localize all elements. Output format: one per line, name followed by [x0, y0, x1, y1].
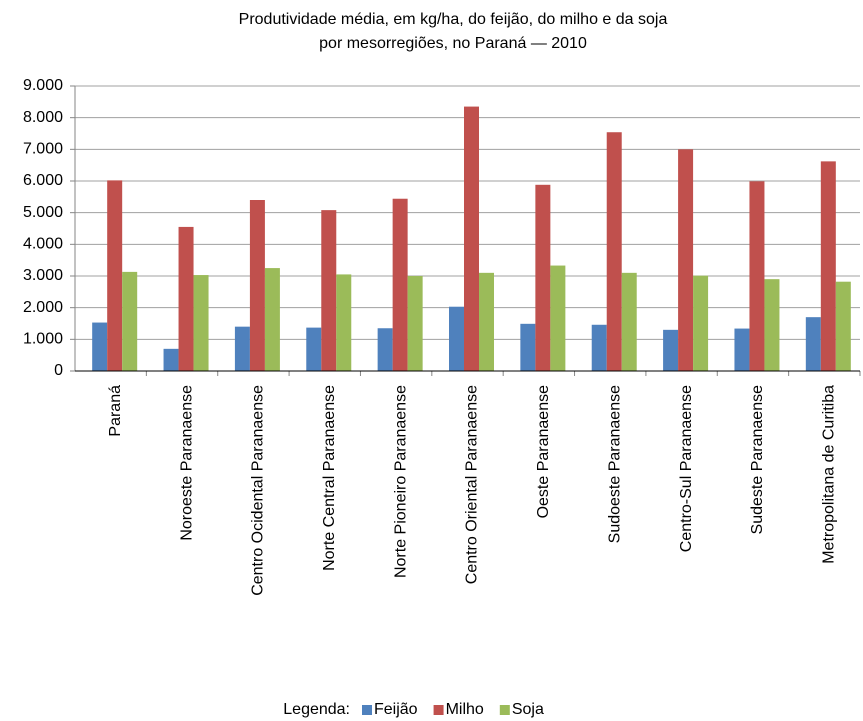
bar	[663, 329, 679, 371]
bar	[392, 198, 408, 371]
bar	[321, 210, 337, 371]
bar	[479, 272, 494, 371]
bar	[107, 180, 123, 371]
y-tick-label: 0	[54, 362, 63, 379]
y-tick-label: 7.000	[23, 141, 63, 158]
legend-swatch	[362, 705, 372, 715]
bar	[734, 328, 750, 371]
bar	[550, 265, 566, 371]
bar	[749, 181, 765, 371]
x-tick-label: Centro-Sul Paranaense	[678, 385, 695, 552]
bar	[336, 274, 352, 371]
legend-label: Soja	[512, 701, 544, 718]
x-tick-label: Oeste Paranaense	[535, 385, 552, 519]
x-tick-label: Centro Oriental Paranaense	[464, 385, 481, 584]
bar	[805, 317, 821, 371]
bar	[178, 226, 194, 371]
x-tick-label: Noroeste Paranaense	[178, 385, 195, 541]
legend-swatch	[499, 705, 510, 715]
bar	[249, 200, 265, 371]
y-tick-label: 6.000	[23, 172, 63, 189]
x-tick-label: Paraná	[107, 385, 124, 437]
bar	[764, 279, 780, 371]
bar	[606, 132, 622, 371]
y-tick-label: 2.000	[23, 299, 63, 316]
y-tick-label: 1.000	[23, 331, 63, 348]
bar	[820, 161, 836, 371]
bar	[163, 348, 179, 371]
y-tick-label: 8.000	[23, 109, 63, 126]
bar	[264, 268, 280, 371]
bar	[234, 326, 250, 371]
x-tick-label: Centro Ocidental Paranaense	[250, 385, 267, 596]
bar	[621, 272, 637, 371]
bar	[122, 271, 138, 371]
bar	[591, 324, 607, 371]
legend-label: Feijão	[374, 701, 418, 718]
bar	[678, 149, 694, 371]
x-tick-label: Metropolitana de Curitiba	[821, 385, 838, 564]
bar	[92, 322, 108, 371]
legend-title: Legenda:	[283, 701, 350, 718]
bar	[193, 275, 209, 371]
bar	[407, 276, 423, 371]
chart-title: Produtividade média, em kg/ha, do feijão…	[239, 11, 668, 28]
y-tick-label: 4.000	[23, 236, 63, 253]
bar	[835, 281, 851, 371]
bar	[693, 275, 709, 371]
x-tick-label: Sudeste Paranaense	[749, 385, 766, 535]
y-tick-label: 3.000	[23, 267, 63, 284]
bar	[520, 323, 536, 371]
bar	[449, 306, 464, 371]
bar	[306, 327, 322, 371]
y-tick-label: 9.000	[23, 77, 63, 94]
x-tick-label: Norte Pioneiro Paranaense	[392, 385, 409, 578]
legend-swatch	[433, 705, 444, 715]
bar	[535, 184, 551, 371]
x-tick-label: Norte Central Paranaense	[321, 385, 338, 571]
chart-subtitle: por mesorregiões, no Paraná — 2010	[319, 35, 587, 52]
bar	[377, 328, 393, 371]
y-tick-label: 5.000	[23, 204, 63, 221]
x-tick-label: Sudoeste Paranaense	[606, 385, 623, 543]
legend-label: Milho	[446, 701, 484, 718]
bar	[464, 106, 479, 371]
